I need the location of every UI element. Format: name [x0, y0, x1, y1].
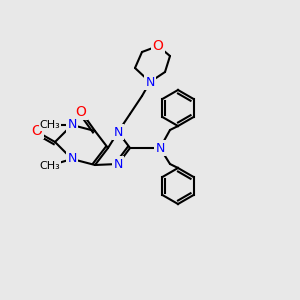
Text: CH₃: CH₃ — [40, 161, 60, 171]
Text: N: N — [113, 158, 123, 170]
Text: N: N — [67, 118, 77, 131]
Text: N: N — [67, 152, 77, 166]
Text: N: N — [113, 125, 123, 139]
Text: O: O — [32, 124, 42, 138]
Text: CH₃: CH₃ — [40, 120, 60, 130]
Text: O: O — [153, 39, 164, 53]
Text: N: N — [155, 142, 165, 154]
Text: N: N — [145, 76, 155, 88]
Text: O: O — [76, 105, 86, 119]
